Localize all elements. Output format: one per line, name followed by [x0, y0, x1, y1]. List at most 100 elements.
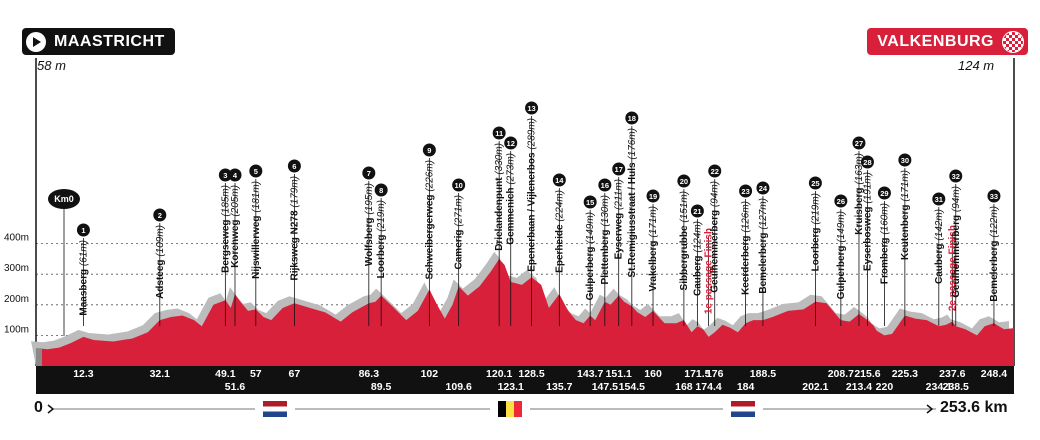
climb-label: Loorberg (219m) — [376, 200, 387, 278]
climb-name: Cauberg — [692, 255, 703, 296]
arrow-right-icon — [926, 404, 934, 414]
climb-name: Gulperberg — [836, 245, 847, 299]
climb-number: 24 — [759, 184, 768, 193]
climb-number-badge — [374, 183, 388, 197]
climb-name: Geulhemmerberg — [710, 210, 721, 293]
y-tick-label: 300m — [4, 263, 29, 274]
climb-number: 9 — [427, 146, 431, 155]
climb-altitude: (130m) — [600, 195, 611, 229]
climb-label: Eperheide (224m) — [554, 190, 565, 273]
climb-number-badge — [932, 192, 946, 206]
climb-number: 2 — [158, 211, 162, 220]
climb-number-badge — [452, 178, 466, 192]
climb-number-badge — [598, 178, 612, 192]
climb-label: Keerderberg (126m) — [741, 201, 752, 295]
climb-label: Epenerbaan / Vijlenerbos (289m) — [527, 118, 538, 272]
km-marker: 123.1 — [498, 381, 524, 393]
climb-name: St.Remigiusstraat / Huls — [627, 162, 638, 277]
climb-name: Cauberg — [934, 243, 945, 284]
y-tick-label: 400m — [4, 233, 29, 244]
climb-number: 16 — [601, 181, 609, 190]
km-marker: 135.7 — [546, 381, 572, 393]
climb-number: 1 — [81, 226, 85, 235]
climb-name: Bergseweg — [220, 219, 231, 272]
climb-name: Keutenberg — [900, 204, 911, 260]
climb-altitude: (171m) — [900, 170, 911, 204]
belgium-flag-icon — [498, 401, 522, 417]
climb-label: St.Remigiusstraat / Huls (176m) — [627, 128, 638, 277]
climb-name: Keerderberg — [741, 235, 752, 294]
climb-number-badge — [228, 168, 242, 182]
climb-number: 22 — [711, 167, 719, 176]
climb-label: Wolfsberg (195m) — [364, 183, 375, 266]
climb-altitude: (126m) — [741, 201, 752, 235]
km-marker: 147.5 — [592, 381, 618, 393]
climb-label: Cauberg (142m) — [934, 209, 945, 284]
climb-number-badge — [552, 173, 566, 187]
climb-number-badge — [860, 155, 874, 169]
finish-elevation: 124 m — [958, 58, 995, 73]
climb-number-badge — [492, 126, 506, 140]
climb-number: 23 — [741, 187, 749, 196]
climb-name: Gemmenich — [506, 187, 517, 244]
climb-label: Gulperberg (149m) — [585, 212, 596, 300]
climb-name: Geulhemmerberg — [951, 215, 962, 298]
climb-number-badge — [525, 101, 539, 115]
climb-number: 20 — [680, 177, 688, 186]
climb-altitude: (127m) — [758, 198, 769, 232]
climb-number-badge — [987, 189, 1001, 203]
climb-altitude: (171m) — [648, 206, 659, 240]
climb-label: Eyserweg (211m) — [614, 179, 625, 259]
climb-label: Camerig (271m) — [454, 195, 465, 269]
climb-altitude: (94m) — [710, 181, 721, 210]
climb-altitude: (149m) — [836, 211, 847, 245]
km-marker: 67 — [289, 368, 301, 380]
climb-number-badge — [708, 164, 722, 178]
km-marker: 89.5 — [371, 381, 392, 393]
profile-path — [36, 258, 1014, 366]
climb-number: 5 — [254, 167, 258, 176]
climb-label: Drielandenpunt (330m) — [494, 143, 505, 251]
climb-label: Rijksweg N278 (179m) — [289, 176, 300, 281]
climb-number-badge — [287, 159, 301, 173]
km-marker: 238.5 — [943, 381, 969, 393]
climb-altitude: (149m) — [585, 212, 596, 246]
climb-label: Schweibergerweg (226m) — [424, 160, 435, 279]
km-marker: 154.5 — [619, 381, 645, 393]
climb-altitude: (122m) — [989, 206, 1000, 240]
km0-label: Km0 — [54, 194, 74, 204]
climb-number: 29 — [880, 189, 888, 198]
netherlands-flag-icon — [263, 401, 287, 417]
climb-altitude: (226m) — [424, 160, 435, 194]
climb-number: 21 — [693, 207, 701, 216]
y-axis: 100m 200m 300m 400m — [4, 58, 1015, 366]
km-marker: 120.1 — [486, 368, 512, 380]
climb-label: Sibbergrubbe (151m) — [679, 191, 690, 290]
km-marker: 151.1 — [606, 368, 632, 380]
climb-name: Plettenberg — [600, 229, 611, 284]
km-marker: 51.6 — [225, 381, 246, 393]
climb-number: 27 — [855, 139, 863, 148]
y-tick-label: 100m — [4, 324, 29, 335]
climb-number-badge — [76, 223, 90, 237]
climb-number: 31 — [935, 195, 943, 204]
climb-altitude: (163m) — [854, 153, 865, 187]
climb-label: Fromberg (160m) — [879, 203, 890, 284]
climb-label: Cauberg (124m) — [692, 221, 703, 296]
climb-name: Eyserbosweg — [862, 206, 873, 270]
climb-name: Bemelerberg — [989, 240, 1000, 301]
km-marker: 213.4 — [846, 381, 872, 393]
climb-name: Eyserweg — [614, 213, 625, 260]
km-marker: 225.3 — [892, 368, 918, 380]
km-marker: 57 — [250, 368, 262, 380]
climb-altitude: (273m) — [506, 153, 517, 187]
distance-axis — [47, 401, 936, 417]
climb-altitude: (94m) — [951, 186, 962, 215]
climb-label: Vrakelberg (171m) — [648, 206, 659, 292]
netherlands-flag-icon — [731, 401, 755, 417]
climb-name: Eperheide — [554, 224, 565, 273]
start-badge: MAASTRICHT — [22, 28, 175, 55]
km-marker: 237.6 — [939, 368, 965, 380]
climb-altitude: (211m) — [614, 179, 625, 213]
climb-number: 15 — [586, 198, 594, 207]
